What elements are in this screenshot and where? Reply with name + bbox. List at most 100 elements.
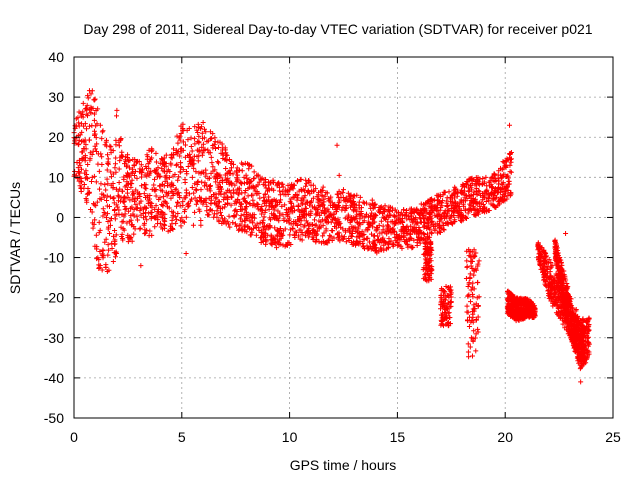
data-point [153,159,159,165]
data-point [537,261,543,267]
data-point [208,154,214,160]
data-point [385,212,391,218]
data-point [556,298,562,304]
data-point [76,157,82,163]
data-point [175,210,181,216]
data-point [539,266,545,272]
data-point [227,224,233,230]
data-point [333,225,339,231]
data-point [113,155,119,161]
data-point [432,212,438,218]
data-point [272,212,278,218]
data-point [115,193,121,199]
data-point [105,156,111,162]
data-point [312,217,318,223]
data-point [79,157,85,163]
data-point [183,187,189,193]
x-tick-label: 10 [282,429,298,445]
data-point [320,233,326,239]
data-point [186,154,192,160]
data-point [425,217,431,223]
data-point [113,186,119,192]
data-point [125,194,131,200]
data-point [182,142,188,148]
data-point [412,229,418,235]
data-point [198,170,204,176]
data-point [547,269,553,275]
data-point [378,245,384,251]
data-point [248,178,254,184]
data-point [251,212,257,218]
data-point [545,288,551,294]
data-point [112,227,118,233]
data-point [225,187,231,193]
data-point [124,220,130,226]
data-point [144,165,150,171]
data-point [204,139,210,145]
data-point [124,170,130,176]
x-tick-label: 15 [390,429,406,445]
data-point [171,146,177,152]
data-point [417,212,423,218]
data-point [446,207,452,213]
data-point [265,232,271,238]
data-point [160,226,166,232]
data-point [179,215,185,221]
data-point [469,187,475,193]
data-point [468,182,474,188]
data-point [357,194,363,200]
data-point [483,199,489,205]
data-point [355,224,361,230]
data-point [89,174,95,180]
data-point [585,339,591,345]
data-point [90,220,96,226]
data-point [331,235,337,241]
data-point [216,199,222,205]
y-tick-label: 20 [48,129,64,145]
data-point [233,189,239,195]
data-point [425,199,431,205]
data-point [105,211,111,217]
data-point [195,158,201,164]
data-point [99,191,105,197]
data-point [413,215,419,221]
data-point [291,194,297,200]
data-point [306,223,312,229]
data-point [161,161,167,167]
data-point [106,247,112,253]
data-point [198,126,204,132]
data-point [169,217,175,223]
data-point [173,186,179,192]
data-point [416,234,422,240]
data-point [308,198,314,204]
data-point [127,219,133,225]
data-point [452,205,458,211]
data-point [294,222,300,228]
data-point [148,203,154,209]
data-point [157,160,163,166]
data-point [381,215,387,221]
data-point [160,194,166,200]
data-point [358,210,364,216]
data-point [370,219,376,225]
data-point [325,206,331,212]
data-point [119,188,125,194]
data-point [440,192,446,198]
data-point [273,215,279,221]
data-point [169,182,175,188]
data-point [93,179,99,185]
data-point [586,316,592,322]
data-point [495,172,501,178]
data-point [333,220,339,226]
data-point [90,148,96,154]
data-point [78,110,84,116]
data-point [548,291,554,297]
data-point [96,219,102,225]
data-point [194,187,200,193]
data-point [210,145,216,151]
data-point [465,210,471,216]
data-point [188,135,194,141]
data-point [113,113,119,119]
data-point [148,169,154,175]
data-point [329,237,335,243]
